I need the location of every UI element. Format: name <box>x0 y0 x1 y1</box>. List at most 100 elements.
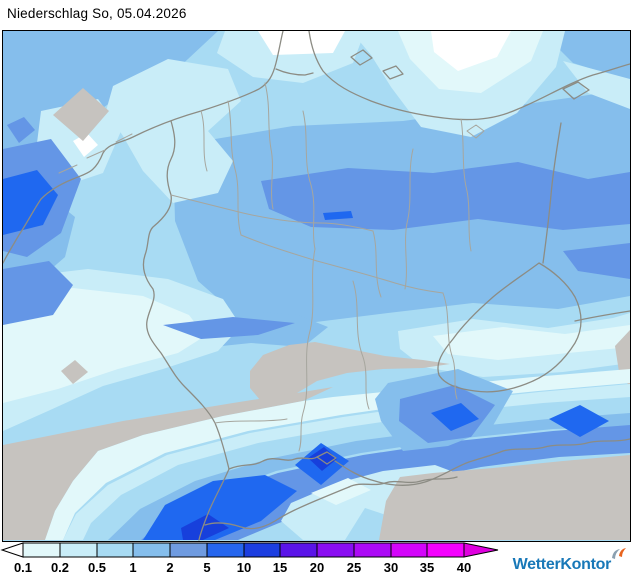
logo-swoosh-icon <box>612 548 626 559</box>
island <box>382 65 404 80</box>
island <box>350 49 373 66</box>
border-de-at <box>334 450 504 486</box>
border-ch-it <box>204 486 350 530</box>
legend-box <box>316 542 355 558</box>
dry-region <box>53 88 109 141</box>
precip-region <box>3 170 58 235</box>
lake-constance <box>316 451 337 465</box>
state-border <box>200 110 208 172</box>
state-border <box>442 292 458 400</box>
legend-label: 1 <box>129 560 136 575</box>
state-border <box>264 82 274 210</box>
dry-region <box>3 387 333 540</box>
legend-box <box>169 542 208 558</box>
precipitation-regions <box>3 31 630 541</box>
precip-region <box>258 31 345 55</box>
state-border <box>240 234 444 294</box>
legend-box <box>243 542 281 558</box>
dry-region <box>250 342 450 403</box>
coastline-baltic <box>308 31 630 121</box>
legend-box <box>206 542 245 558</box>
precipitation-legend: 0.1 0.2 0.5 1 2 5 10 15 20 25 30 35 40 <box>0 542 499 575</box>
precip-region <box>549 405 609 437</box>
precip-region <box>563 61 630 109</box>
state-border <box>372 230 382 298</box>
legend-box <box>22 542 61 558</box>
legend-box <box>279 542 318 558</box>
coastline-north-sea <box>40 31 284 200</box>
precip-region <box>143 475 297 540</box>
state-border <box>404 148 414 290</box>
border-de-pl <box>542 122 562 264</box>
state-border <box>298 248 316 452</box>
legend-label: 15 <box>273 560 287 575</box>
precip-region <box>261 162 630 230</box>
precip-region <box>308 447 337 471</box>
legend-label: 30 <box>384 560 398 575</box>
precip-region <box>45 369 630 540</box>
precip-region <box>63 384 630 540</box>
precip-region <box>541 31 630 81</box>
legend-labels: 0.1 0.2 0.5 1 2 5 10 15 20 25 30 35 40 <box>14 560 471 575</box>
precip-region <box>431 31 511 71</box>
state-border <box>170 194 374 232</box>
state-border <box>227 100 242 236</box>
legend-label: 40 <box>457 560 471 575</box>
dry-region <box>61 360 88 384</box>
legend-label: 5 <box>203 560 210 575</box>
border-dk-de <box>275 68 314 76</box>
precip-region <box>3 261 73 325</box>
precip-region <box>163 317 295 339</box>
wetterkontor-logo: WetterKontor <box>513 548 626 573</box>
legend-label: 2 <box>166 560 173 575</box>
precip-region <box>3 288 205 403</box>
legend-bar <box>0 542 499 558</box>
precip-region <box>433 325 630 360</box>
legend-label: 0.2 <box>51 560 69 575</box>
legend-left-arrow <box>0 542 24 558</box>
legend-box <box>353 542 392 558</box>
country-borders <box>3 31 630 541</box>
wadden-islands <box>58 133 133 174</box>
legend-label: 10 <box>237 560 251 575</box>
island <box>562 81 590 100</box>
map-title: Niederschlag So, 05.04.2026 <box>7 6 187 21</box>
legend-label: 25 <box>347 560 361 575</box>
legend-box <box>96 542 134 558</box>
dry-region <box>379 455 630 540</box>
border-cz <box>437 262 582 393</box>
border-pl-cz <box>574 310 630 322</box>
border-at-east <box>502 438 630 452</box>
legend-label: 0.1 <box>14 560 32 575</box>
precip-region <box>323 211 353 220</box>
state-border <box>302 110 316 250</box>
logo-text: WetterKontor <box>513 556 611 573</box>
precip-region <box>431 403 479 431</box>
precip-region <box>563 243 630 279</box>
precipitation-map <box>2 30 631 542</box>
precip-region <box>73 133 98 157</box>
state-borders <box>58 82 485 452</box>
legend-label: 35 <box>420 560 434 575</box>
legend-box <box>390 542 428 558</box>
state-border <box>352 280 370 410</box>
legend-box <box>59 542 98 558</box>
legend-box <box>132 542 171 558</box>
precip-region <box>7 117 35 143</box>
coastline-channel <box>3 198 42 264</box>
legend-label: 0.5 <box>88 560 106 575</box>
legend-box <box>426 542 465 558</box>
state-border <box>460 118 472 252</box>
precip-region <box>181 514 229 540</box>
border-de-west <box>142 120 230 470</box>
legend-right-arrow <box>463 542 499 558</box>
map-svg <box>3 31 630 541</box>
legend-label: 20 <box>310 560 324 575</box>
border-it-at <box>348 476 458 488</box>
state-border <box>214 418 288 424</box>
border-ch-north <box>228 456 318 470</box>
border-ch-west <box>198 468 230 541</box>
precip-region <box>3 31 218 233</box>
city-boundary <box>466 124 485 139</box>
